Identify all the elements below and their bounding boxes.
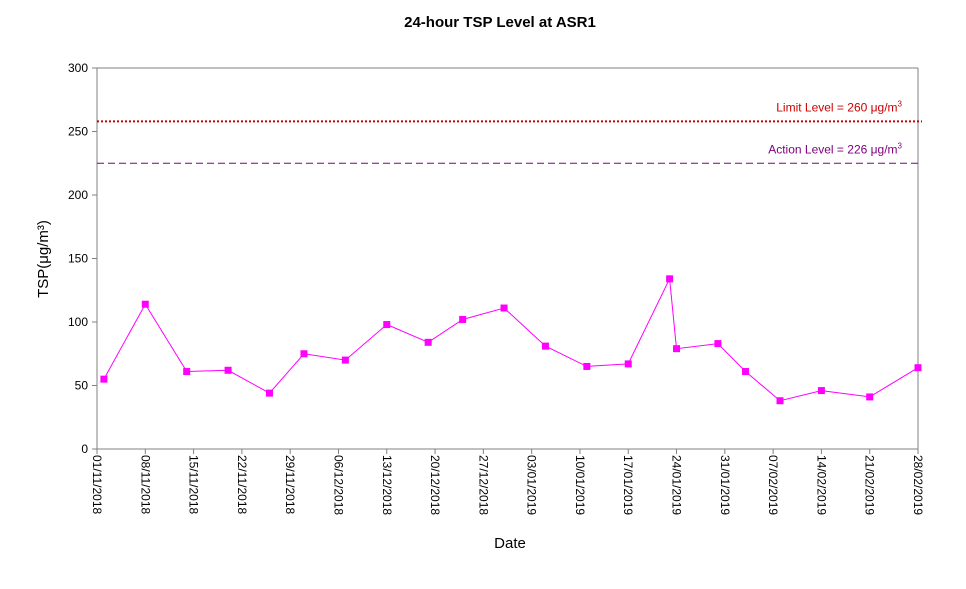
x-tick-label: 21/02/2019 <box>863 455 877 515</box>
x-tick-label: 29/11/2018 <box>283 455 297 514</box>
chart-title: 24-hour TSP Level at ASR1 <box>404 14 596 31</box>
x-axis-title: Date <box>494 535 526 552</box>
data-series <box>100 275 922 405</box>
y-tick-label: 250 <box>68 125 88 139</box>
data-point <box>742 368 750 376</box>
limit-level-label: Limit Level = 260 μg/m3 <box>776 99 902 114</box>
data-point <box>666 275 674 283</box>
x-tick-label: 15/11/2018 <box>187 455 201 514</box>
y-tick-label: 50 <box>75 379 89 393</box>
action-level-label: Action Level = 226 μg/m3 <box>768 141 902 156</box>
y-tick-label: 100 <box>68 315 88 329</box>
y-axis-title: TSP(μg/m³) <box>35 220 52 298</box>
data-point <box>866 393 874 401</box>
x-tick-label: 13/12/2018 <box>380 455 394 515</box>
x-tick-label: 07/02/2019 <box>766 455 780 515</box>
x-tick-label: 22/11/2018 <box>235 455 249 514</box>
data-point <box>583 362 591 370</box>
x-tick-label: 28/02/2019 <box>911 455 925 515</box>
axes: 0 50 100 150 200 250 300 01/11/2018 08/11/2018 15… <box>68 61 925 515</box>
series-line <box>103 276 919 402</box>
data-point <box>776 397 784 405</box>
y-tick-label: 150 <box>68 252 88 266</box>
y-tick-label: 0 <box>81 442 88 456</box>
x-tick-label: 27/12/2018 <box>476 455 490 515</box>
x-tick-label: 06/12/2018 <box>331 455 345 515</box>
data-point <box>183 368 191 376</box>
data-point <box>300 350 308 358</box>
x-tick-label: 14/02/2019 <box>814 455 828 515</box>
x-tick-label: 03/01/2019 <box>525 455 539 515</box>
data-point <box>817 387 825 395</box>
data-point <box>100 375 108 383</box>
data-point <box>424 338 432 346</box>
x-tick-label: 20/12/2018 <box>428 455 442 515</box>
reference-lines: Limit Level = 260 μg/m3 Action Level = 22… <box>97 99 922 164</box>
y-tick-label: 200 <box>68 188 88 202</box>
x-tick-label: 24/01/2019 <box>670 455 684 515</box>
x-tick-label: 17/01/2019 <box>621 455 635 515</box>
data-point <box>914 364 922 372</box>
data-point <box>500 304 508 312</box>
y-tick-label: 300 <box>68 61 88 75</box>
data-point <box>383 321 391 329</box>
data-point <box>459 315 467 323</box>
data-point <box>141 300 149 308</box>
data-point <box>265 389 273 397</box>
data-point <box>541 342 549 350</box>
x-tick-label: 10/01/2019 <box>573 455 587 515</box>
data-point <box>224 366 232 374</box>
data-point <box>341 356 349 364</box>
data-point <box>673 345 681 353</box>
x-tick-label: 08/11/2018 <box>138 455 152 514</box>
x-tick-label: 01/11/2018 <box>90 455 104 514</box>
x-tick-label: 31/01/2019 <box>718 455 732 515</box>
data-point <box>714 340 722 348</box>
data-point <box>624 360 632 368</box>
